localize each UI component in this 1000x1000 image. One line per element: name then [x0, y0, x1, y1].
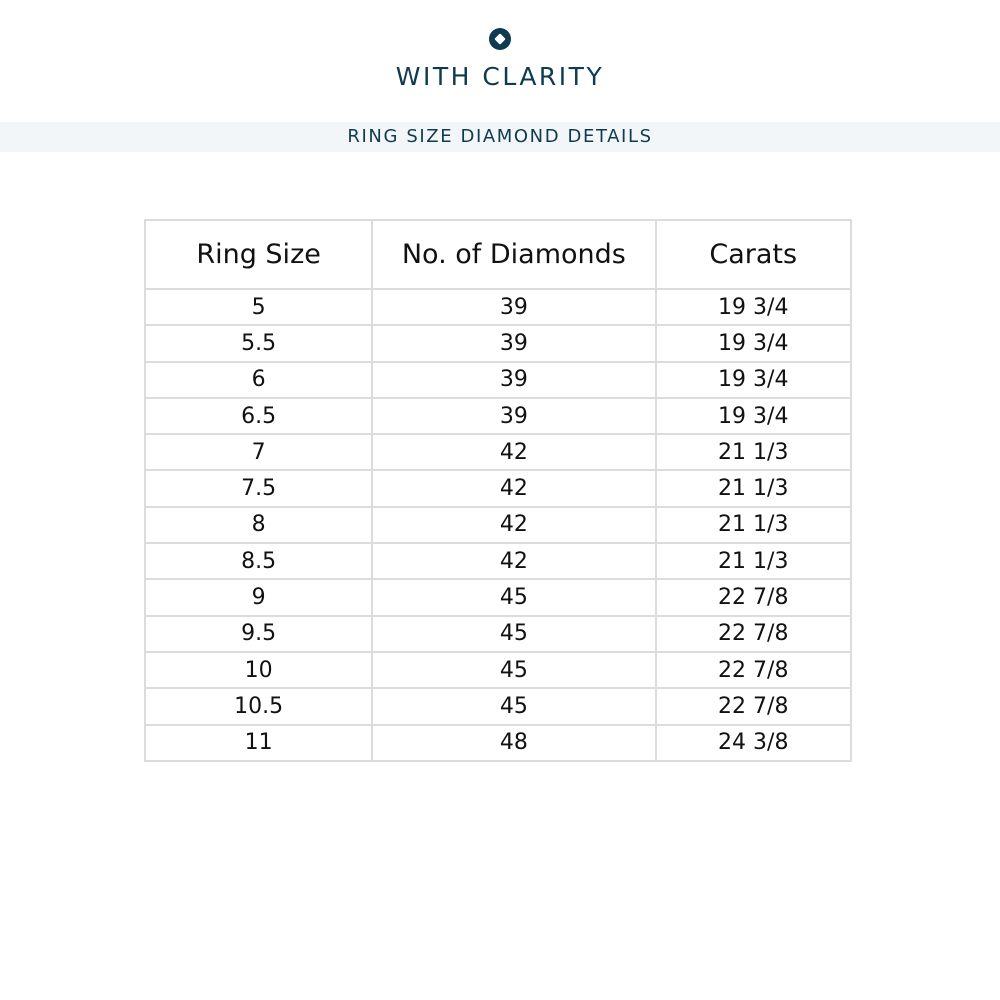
table-cell: 45	[371, 650, 657, 690]
table-row: 7 42 21 1/3	[143, 433, 852, 472]
table-row: 6.5 39 19 3/4	[143, 396, 852, 436]
table-cell: 42	[371, 433, 657, 472]
table-cell: 19 3/4	[654, 396, 852, 436]
table-cell: 39	[371, 324, 657, 363]
table-cell: 21 1/3	[654, 505, 852, 545]
table-row: 8.5 42 21 1/3	[143, 542, 852, 581]
brand-name: WITH CLARITY	[395, 62, 605, 91]
table-cell: 22 7/8	[654, 578, 852, 617]
table-cell: 39	[371, 396, 657, 436]
column-header: Ring Size	[143, 219, 374, 290]
table-row: 7.5 42 21 1/3	[143, 469, 852, 508]
table-cell: 19 3/4	[654, 360, 852, 399]
table-row: 10.5 45 22 7/8	[143, 687, 852, 726]
table-cell: 7	[143, 433, 374, 472]
table-cell: 48	[371, 723, 657, 762]
table-cell: 22 7/8	[654, 614, 852, 653]
table-cell: 45	[371, 614, 657, 653]
table-row: 8 42 21 1/3	[143, 505, 852, 545]
table-cell: 10	[143, 650, 374, 690]
table-row: 5.5 39 19 3/4	[143, 324, 852, 363]
table-cell: 5.5	[143, 324, 374, 363]
table-cell: 7.5	[143, 469, 374, 508]
table-cell: 9.5	[143, 614, 374, 653]
table-cell: 10.5	[143, 687, 374, 726]
table-cell: 39	[371, 287, 657, 327]
banner: RING SIZE DIAMOND DETAILS	[0, 122, 1000, 152]
table-cell: 19 3/4	[654, 324, 852, 363]
table-cell: 45	[371, 578, 657, 617]
table-cell: 6.5	[143, 396, 374, 436]
diamond-circle-icon	[489, 28, 511, 50]
table-cell: 21 1/3	[654, 469, 852, 508]
table-cell: 6	[143, 360, 374, 399]
table-row: 6 39 19 3/4	[143, 360, 852, 399]
table-cell: 24 3/8	[654, 723, 852, 762]
table-cell: 45	[371, 687, 657, 726]
table-row: 9 45 22 7/8	[143, 578, 852, 617]
table-cell: 8.5	[143, 542, 374, 581]
banner-title: RING SIZE DIAMOND DETAILS	[347, 126, 653, 147]
table-cell: 11	[143, 723, 374, 762]
column-header: No. of Diamonds	[371, 219, 657, 290]
table-cell: 42	[371, 469, 657, 508]
table-cell: 22 7/8	[654, 650, 852, 690]
table-cell: 22 7/8	[654, 687, 852, 726]
table-cell: 42	[371, 542, 657, 581]
table-row: 10 45 22 7/8	[143, 650, 852, 690]
table-header-row: Ring Size No. of Diamonds Carats	[143, 219, 852, 290]
ring-size-table: Ring Size No. of Diamonds Carats 5 39 19 3/4…	[143, 219, 852, 762]
table-cell: 19 3/4	[654, 287, 852, 327]
column-header: Carats	[654, 219, 852, 290]
table-cell: 8	[143, 505, 374, 545]
table-cell: 42	[371, 505, 657, 545]
table-cell: 21 1/3	[654, 433, 852, 472]
table-cell: 39	[371, 360, 657, 399]
table-row: 11 48 24 3/8	[143, 723, 852, 762]
table-cell: 5	[143, 287, 374, 327]
table-row: 5 39 19 3/4	[143, 287, 852, 327]
table-cell: 21 1/3	[654, 542, 852, 581]
table-row: 9.5 45 22 7/8	[143, 614, 852, 653]
table-cell: 9	[143, 578, 374, 617]
